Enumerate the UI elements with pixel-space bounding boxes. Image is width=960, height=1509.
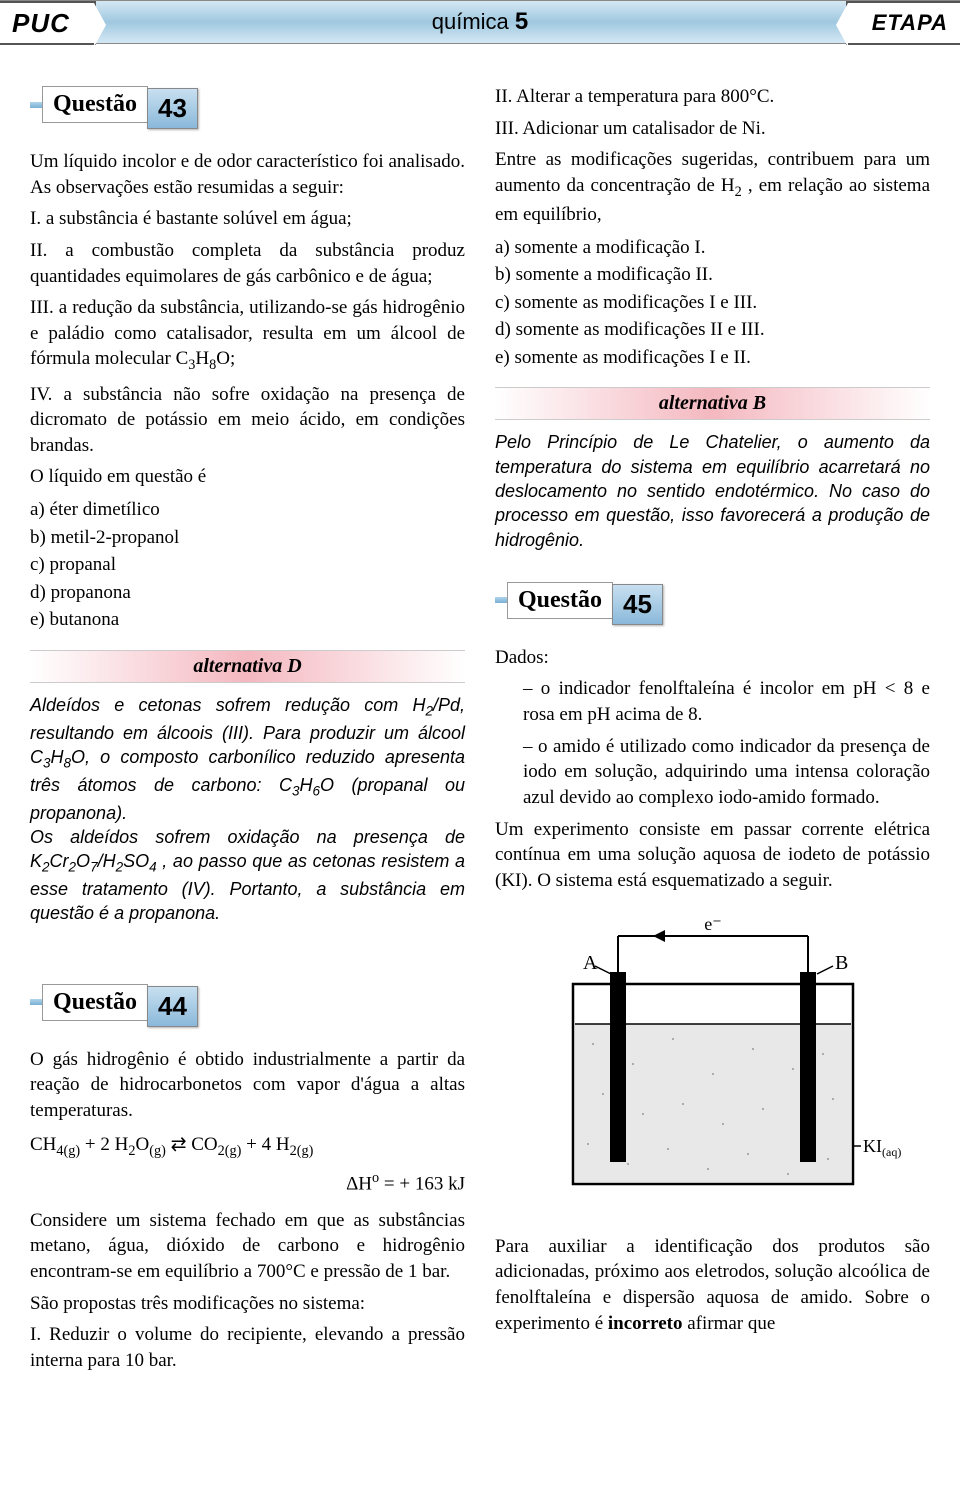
q44-mod-ii: II. Alterar a temperatura para 800°C. <box>495 84 930 110</box>
text-fragment: ΔH <box>346 1174 372 1195</box>
q43-item-iii: III. a redução da substância, utilizando… <box>30 295 465 375</box>
header-title: química 5 <box>432 8 529 36</box>
page-body: Questão 43 Um líquido incolor e de odor … <box>0 44 960 1409</box>
q45-dados-label: Dados: <box>495 645 930 671</box>
q43-item-ii: II. a combustão completa da substância p… <box>30 238 465 289</box>
header-brand-left: PUC <box>0 1 96 45</box>
text-fragment: = + 163 kJ <box>379 1174 465 1195</box>
question-45-header: Questão 45 <box>495 580 930 621</box>
text-fragment: H <box>51 747 64 767</box>
q45-dado-1: – o indicador fenolftaleína é incolor em… <box>523 676 930 727</box>
text-fragment: ⇄ CO <box>166 1134 218 1155</box>
q43-item-i: I. a substância é bastante solúvel em ág… <box>30 206 465 232</box>
q43-intro: Um líquido incolor e de odor característ… <box>30 149 465 200</box>
q44-p1: Considere um sistema fechado em que as s… <box>30 1208 465 1285</box>
q43-explanation: Aldeídos e cetonas sofrem redução com H2… <box>30 693 465 926</box>
q43-options: a) éter dimetílico b) metil-2-propanol c… <box>30 496 465 634</box>
electrolysis-diagram: e⁻ A B KI(aq) <box>523 914 903 1214</box>
q44-option-a: a) somente a modificação I. <box>495 234 930 262</box>
header-page-num: 5 <box>515 8 528 35</box>
q44-option-c: c) somente as modificações I e III. <box>495 289 930 317</box>
text-fragment: H <box>195 348 209 369</box>
text-fragment: /H <box>98 851 116 871</box>
q44-p3: Entre as modificações sugeridas, contrib… <box>495 147 930 227</box>
q44-explanation: Pelo Princípio de Le Chatelier, o aument… <box>495 430 930 551</box>
question-43-header: Questão 43 <box>30 84 465 125</box>
question-label: Questão <box>507 582 613 619</box>
q45-incorreto-bold: incorreto <box>608 1313 683 1334</box>
text-fragment: H <box>299 775 312 795</box>
q43-option-d: d) propanona <box>30 579 465 607</box>
electrode-b-label: B <box>835 952 848 974</box>
q44-delta-h: ΔHo = + 163 kJ <box>30 1170 465 1195</box>
q44-answer-banner: alternativa B <box>495 387 930 420</box>
electron-label: e⁻ <box>704 914 722 934</box>
q43-option-b: b) metil-2-propanol <box>30 524 465 552</box>
q43-option-a: a) éter dimetílico <box>30 496 465 524</box>
q43-option-e: e) butanona <box>30 606 465 634</box>
question-label: Questão <box>42 86 148 123</box>
text-fragment: III. a redução da substância, utilizando… <box>30 297 465 369</box>
question-number: 45 <box>612 584 663 625</box>
q44-intro: O gás hidrogênio é obtido industrialment… <box>30 1047 465 1124</box>
electrode-a-label: A <box>583 952 598 974</box>
text-fragment: + 2 H <box>80 1134 128 1155</box>
q44-option-b: b) somente a modificação II. <box>495 261 930 289</box>
left-column: Questão 43 Um líquido incolor e de odor … <box>30 84 465 1379</box>
text-fragment: Cr <box>50 851 69 871</box>
text-fragment: SO <box>123 851 149 871</box>
question-number: 43 <box>147 88 198 129</box>
q44-p2: São propostas três modificações no siste… <box>30 1291 465 1317</box>
text-fragment: CH <box>30 1134 56 1155</box>
text-fragment: O <box>76 851 90 871</box>
q43-answer-banner: alternativa D <box>30 650 465 683</box>
header-brand-right: ETAPA <box>846 1 960 45</box>
ki-label: KI(aq) <box>863 1136 901 1159</box>
q43-option-c: c) propanal <box>30 551 465 579</box>
question-number: 44 <box>147 986 198 1027</box>
q44-mod-i: I. Reduzir o volume do recipiente, eleva… <box>30 1322 465 1373</box>
q44-equation: CH4(g) + 2 H2O(g) ⇄ CO2(g) + 4 H2(g) <box>30 1133 465 1160</box>
text-fragment: O; <box>216 348 235 369</box>
question-label: Questão <box>42 984 148 1021</box>
q44-option-d: d) somente as modificações II e III. <box>495 316 930 344</box>
text-fragment: O <box>135 1134 149 1155</box>
right-column: II. Alterar a temperatura para 800°C. II… <box>495 84 930 1379</box>
text-fragment: + 4 H <box>241 1134 289 1155</box>
q45-p1: Um experimento consiste em passar corren… <box>495 817 930 894</box>
q44-option-e: e) somente as modificações I e II. <box>495 344 930 372</box>
q45-p2: Para auxiliar a identificação dos produt… <box>495 1234 930 1337</box>
text-fragment: Aldeídos e cetonas sofrem redução com H <box>30 695 425 715</box>
question-44-header: Questão 44 <box>30 982 465 1023</box>
q44-mod-iii: III. Adicionar um catalisador de Ni. <box>495 116 930 142</box>
q45-dado-2: – o amido é utilizado como indicador da … <box>523 734 930 811</box>
q44-options: a) somente a modificação I. b) somente a… <box>495 234 930 372</box>
header-subject: química <box>432 9 515 34</box>
q43-item-iv: IV. a substância não sofre oxidação na p… <box>30 382 465 459</box>
q43-prompt: O líquido em questão é <box>30 464 465 490</box>
page-header: PUC química 5 ETAPA <box>0 0 960 44</box>
text-fragment: afirmar que <box>682 1313 775 1334</box>
